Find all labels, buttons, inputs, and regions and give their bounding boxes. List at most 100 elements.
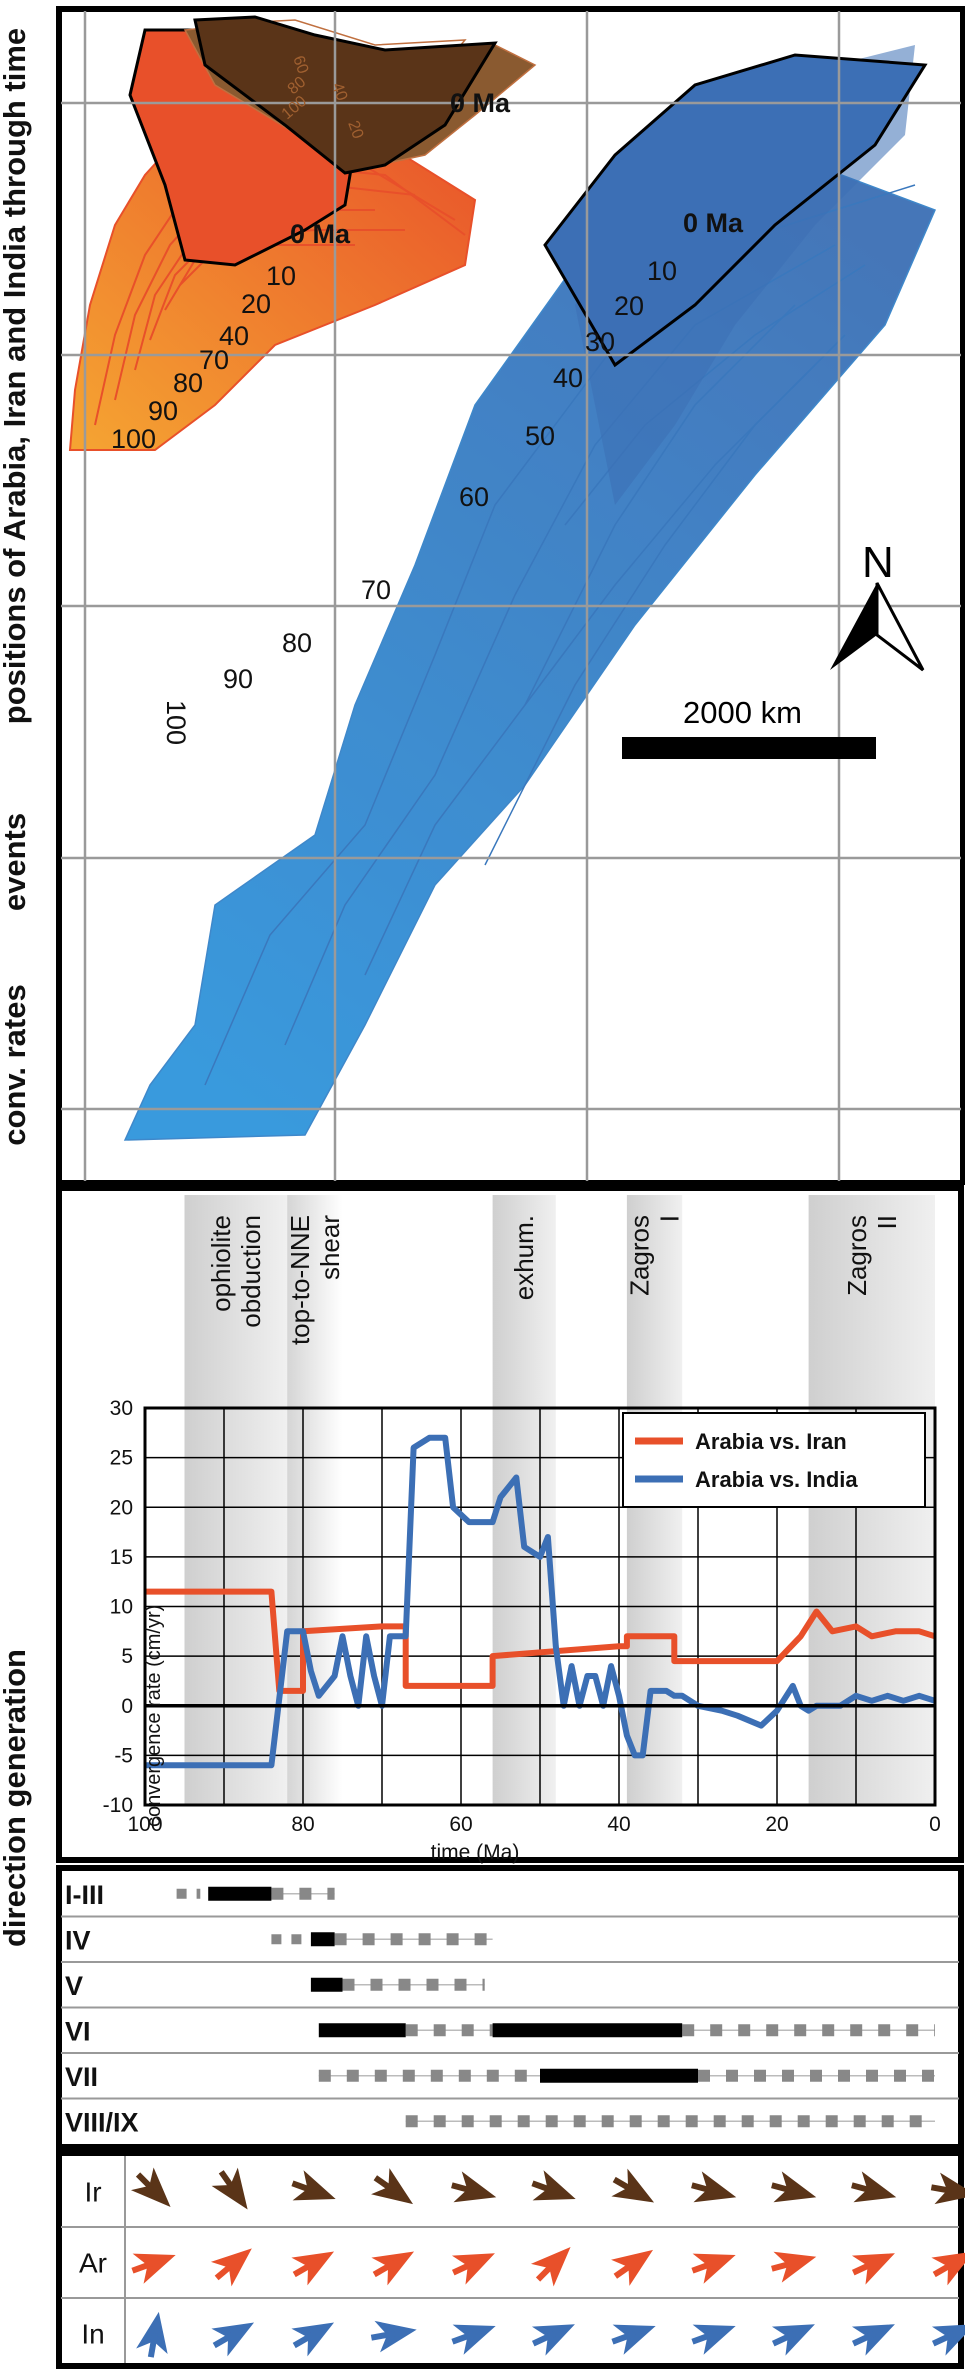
direction-arrow-icon <box>771 2171 817 2203</box>
y-tick-label: 30 <box>110 1397 133 1420</box>
india-age-label: 80 <box>282 628 312 658</box>
direction-arrow-icon <box>611 2168 655 2203</box>
arabia-age-label: 90 <box>148 396 178 426</box>
event-label: shear <box>315 1215 345 1280</box>
scale-label: 2000 km <box>683 695 802 730</box>
direction-arrow-icon <box>451 2253 495 2285</box>
india-age-label: 50 <box>525 421 555 451</box>
direction-arrow-icon <box>771 2251 817 2283</box>
direction-arrow-icon <box>851 2324 895 2356</box>
india-age-label: 10 <box>647 256 677 286</box>
direction-arrow-icon <box>930 2172 965 2205</box>
arabia-age-label: 100 <box>111 424 156 454</box>
north-arrow: N <box>830 538 925 672</box>
map-panel: 0 Ma 0 Ma 0 Ma 60 40 20 80 100 10 20 40 … <box>56 6 965 1185</box>
dir-row-label: Ar <box>79 2248 107 2279</box>
direction-arrow-icon <box>611 2249 654 2286</box>
north-label: N <box>862 538 894 587</box>
y-tick-label: 5 <box>121 1645 133 1668</box>
x-axis-label: time (Ma) <box>431 1841 520 1864</box>
direction-arrow-icon <box>211 2167 248 2210</box>
event-label: Zagros <box>842 1215 872 1296</box>
iran-0ma-label: 0 Ma <box>450 88 511 118</box>
iran-positions <box>183 15 537 175</box>
arabia-age-label: 80 <box>173 368 203 398</box>
india-positions <box>123 45 937 1141</box>
direction-arrow-icon <box>531 2324 575 2356</box>
x-tick-label: 60 <box>449 1813 472 1836</box>
event-label: exhum. <box>509 1215 539 1300</box>
x-tick-label: 0 <box>929 1813 941 1836</box>
direction-arrow-icon <box>931 2324 965 2356</box>
event-band <box>492 1195 556 1805</box>
plot-frame <box>143 1406 937 1807</box>
direction-arrow-icon <box>530 2246 571 2287</box>
arabia-age-label: 20 <box>241 289 271 319</box>
event-band <box>287 1195 343 1805</box>
iran-age-label: 20 <box>344 119 366 142</box>
legend: Arabia vs. Iran Arabia vs. India <box>622 1412 926 1508</box>
arabia-0ma-label: 0 Ma <box>290 219 351 249</box>
y-axis-label: convergence rate (cm/yr) <box>143 1605 165 1827</box>
direction-panel: Ir Ar In <box>56 2150 965 2369</box>
india-age-label: 40 <box>553 363 583 393</box>
gen-label: IV <box>65 1925 91 1955</box>
dir-row-label: In <box>81 2319 104 2350</box>
india-age-label: 100 <box>161 700 191 745</box>
direction-arrow-icon <box>611 2324 656 2355</box>
iran-age-label: 60 <box>289 54 311 77</box>
generation-panel: I-III IV V VI VII VIII/IX <box>56 1865 964 2150</box>
event-label: ophiolite <box>206 1215 236 1312</box>
gen-label: VII <box>65 2062 98 2092</box>
direction-arrow-icon <box>136 2311 168 2358</box>
gen-label: I-III <box>65 1880 104 1910</box>
direction-arrow-icon <box>691 2171 737 2203</box>
direction-arrow-icon <box>531 2170 576 2201</box>
direction-arrow-icon <box>371 2251 415 2286</box>
x-tick-label: 20 <box>765 1813 788 1836</box>
dir-row-label: Ir <box>84 2177 101 2208</box>
direction-arrow-icon <box>291 2170 336 2201</box>
direction-arrow-icon <box>130 2167 171 2208</box>
direction-arrow-icon <box>210 2248 252 2287</box>
y-tick-label: 10 <box>110 1596 133 1619</box>
event-band <box>184 1195 288 1805</box>
direction-arrow-icon <box>131 2253 176 2284</box>
events-side-label: events <box>0 812 32 912</box>
x-tick-label: 80 <box>291 1813 314 1836</box>
direction-side-label: direction generation <box>0 1649 32 1947</box>
direction-arrow-icon <box>691 2253 736 2284</box>
map-grid <box>61 11 961 1181</box>
india-age-label: 70 <box>361 575 391 605</box>
direction-arrow-icon <box>371 2168 414 2205</box>
iran-age-label: 40 <box>328 81 350 104</box>
y-tick-label: -10 <box>103 1794 133 1817</box>
direction-arrow-icon <box>291 2251 335 2286</box>
event-label: obduction <box>236 1215 266 1328</box>
india-age-label: 20 <box>614 291 644 321</box>
gen-label: VI <box>65 2016 91 2046</box>
direction-arrow-icon <box>451 2171 497 2203</box>
india-age-label: 90 <box>223 664 253 694</box>
legend-india: Arabia vs. India <box>695 1467 858 1492</box>
x-tick-label: 100 <box>127 1813 162 1836</box>
direction-arrow-icon <box>931 2251 965 2286</box>
direction-arrow-icon <box>851 2171 897 2203</box>
series-line-0 <box>145 1588 936 1694</box>
map-side-label: positions of Arabia, Iran and India thro… <box>0 27 32 725</box>
direction-arrow-icon <box>370 2320 417 2353</box>
event-label: I <box>655 1215 685 1222</box>
direction-arrow-icon <box>691 2324 736 2355</box>
direction-arrow-icon <box>451 2324 496 2355</box>
y-tick-label: 15 <box>110 1546 133 1569</box>
y-tick-label: -5 <box>114 1744 133 1767</box>
gen-label: V <box>65 1971 83 2001</box>
arabia-age-label: 10 <box>266 261 296 291</box>
legend-iran: Arabia vs. Iran <box>695 1429 847 1454</box>
direction-arrow-icon <box>771 2324 815 2356</box>
india-age-label: 60 <box>459 482 489 512</box>
y-tick-label: 0 <box>121 1695 133 1718</box>
y-tick-label: 25 <box>110 1447 133 1470</box>
direction-arrow-icon <box>211 2322 255 2357</box>
india-age-label: 30 <box>585 327 615 357</box>
